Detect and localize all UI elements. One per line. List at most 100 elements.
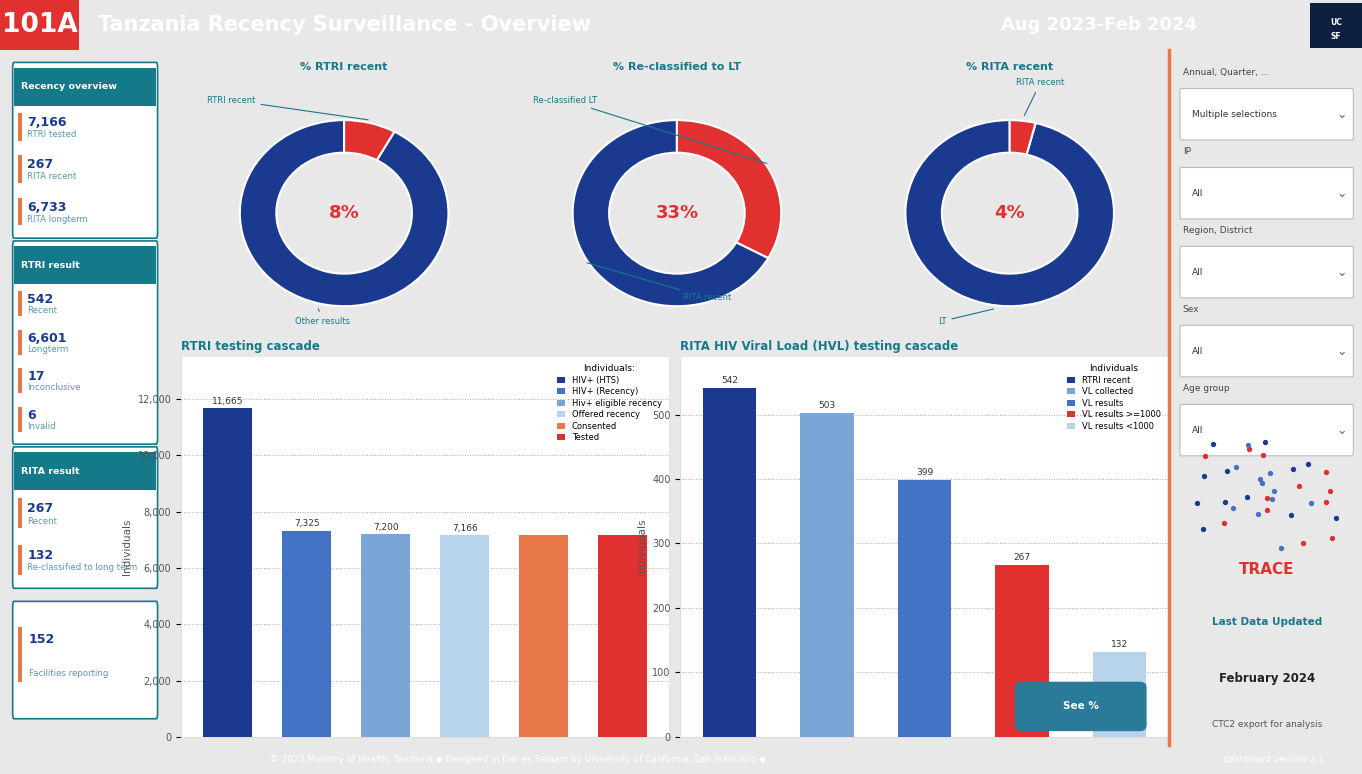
Text: CTC2 export for analysis: CTC2 export for analysis [1212, 720, 1321, 729]
Text: 6,733: 6,733 [27, 200, 67, 214]
FancyBboxPatch shape [12, 63, 158, 238]
Text: RTRI tested: RTRI tested [27, 130, 76, 139]
Text: RITA recent: RITA recent [27, 173, 76, 181]
Text: All: All [1192, 347, 1203, 355]
Bar [799, 413, 854, 737]
Text: Other results: Other results [296, 309, 350, 326]
Text: 7,325: 7,325 [294, 519, 320, 529]
Text: RTRI testing cascade: RTRI testing cascade [181, 340, 320, 353]
Bar [282, 530, 331, 737]
Text: Inconclusive: Inconclusive [27, 383, 80, 392]
Text: 132: 132 [27, 549, 53, 561]
Legend: RTRI recent, VL collected, VL results, VL results >=1000, VL results <1000: RTRI recent, VL collected, VL results, V… [1064, 361, 1165, 434]
Text: ⌄: ⌄ [1336, 108, 1347, 121]
Text: 101A: 101A [1, 12, 78, 38]
Text: Re-classified LT: Re-classified LT [534, 96, 767, 163]
FancyBboxPatch shape [18, 545, 22, 575]
Text: 267: 267 [1013, 553, 1031, 562]
Wedge shape [345, 120, 395, 160]
FancyBboxPatch shape [1310, 2, 1362, 48]
Text: 542: 542 [720, 376, 738, 385]
FancyBboxPatch shape [1179, 88, 1354, 140]
Legend: HIV+ (HTS), HIV+ (Recency), Hiv+ eligible recency, Offered recency, Consented, T: HIV+ (HTS), HIV+ (Recency), Hiv+ eligibl… [553, 361, 665, 445]
Text: RITA HIV Viral Load (HVL) testing cascade: RITA HIV Viral Load (HVL) testing cascad… [680, 340, 959, 353]
Text: © 2023 Ministry of Health, Tanzania ◆ Designed in Dar es Salaam by University of: © 2023 Ministry of Health, Tanzania ◆ De… [270, 755, 765, 764]
Y-axis label: Individuals: Individuals [123, 519, 132, 575]
Text: % RITA recent: % RITA recent [966, 62, 1053, 72]
Text: UC: UC [1331, 18, 1342, 27]
FancyBboxPatch shape [1015, 682, 1147, 731]
Bar [203, 408, 252, 737]
Text: 267: 267 [27, 502, 53, 515]
FancyBboxPatch shape [18, 291, 22, 316]
Text: Recent: Recent [27, 306, 57, 315]
Text: 17: 17 [27, 370, 45, 383]
Text: dashboard version 2.1: dashboard version 2.1 [1223, 755, 1324, 764]
Text: Sex: Sex [1182, 305, 1200, 313]
FancyBboxPatch shape [18, 330, 22, 354]
Text: ⌄: ⌄ [1336, 265, 1347, 279]
FancyBboxPatch shape [18, 628, 22, 683]
FancyBboxPatch shape [18, 407, 22, 432]
Text: 8%: 8% [328, 204, 360, 222]
Text: 399: 399 [915, 468, 933, 477]
Bar [440, 535, 489, 737]
Bar [898, 480, 951, 737]
FancyBboxPatch shape [12, 447, 158, 588]
FancyBboxPatch shape [18, 368, 22, 393]
Text: 4%: 4% [994, 204, 1026, 222]
Text: TRACE: TRACE [1239, 562, 1294, 577]
Text: Last Data Updated: Last Data Updated [1212, 617, 1321, 627]
Text: Annual, Quarter, ...: Annual, Quarter, ... [1182, 68, 1269, 77]
Text: All: All [1192, 426, 1203, 434]
FancyBboxPatch shape [1179, 404, 1354, 456]
FancyBboxPatch shape [18, 197, 22, 225]
Text: RTRI result: RTRI result [22, 261, 80, 270]
Wedge shape [572, 120, 768, 307]
Text: 503: 503 [819, 401, 835, 410]
FancyBboxPatch shape [14, 246, 157, 284]
Text: Facilities reporting: Facilities reporting [29, 669, 108, 678]
Text: 132: 132 [1111, 640, 1128, 649]
Text: ⌄: ⌄ [1336, 344, 1347, 358]
Text: 542: 542 [27, 293, 53, 307]
Text: Aug 2023-Feb 2024: Aug 2023-Feb 2024 [1001, 16, 1197, 34]
Text: ⌄: ⌄ [1336, 187, 1347, 200]
Text: 11,665: 11,665 [212, 397, 244, 406]
Text: RITA recent: RITA recent [587, 263, 731, 303]
Text: % Re-classified to LT: % Re-classified to LT [613, 62, 741, 72]
Text: Recent: Recent [27, 517, 57, 526]
Text: Age group: Age group [1182, 384, 1230, 392]
Text: 7,200: 7,200 [373, 522, 399, 532]
Text: RTRI recent: RTRI recent [207, 96, 368, 120]
Wedge shape [906, 120, 1114, 307]
Text: February 2024: February 2024 [1219, 672, 1314, 685]
Text: 7,166: 7,166 [27, 116, 67, 129]
FancyBboxPatch shape [18, 156, 22, 183]
FancyBboxPatch shape [18, 113, 22, 141]
FancyBboxPatch shape [1179, 325, 1354, 377]
Wedge shape [1009, 120, 1035, 155]
Text: See %: See % [1062, 701, 1099, 711]
FancyBboxPatch shape [1179, 246, 1354, 298]
Wedge shape [240, 120, 448, 307]
Text: Re-classified to long term: Re-classified to long term [27, 563, 138, 573]
Text: RITA longterm: RITA longterm [27, 214, 89, 224]
FancyBboxPatch shape [12, 241, 158, 444]
FancyBboxPatch shape [14, 68, 157, 106]
Text: 6: 6 [27, 409, 35, 422]
Text: 6,601: 6,601 [27, 332, 67, 344]
Bar [598, 535, 647, 737]
Y-axis label: Individuals: Individuals [636, 519, 647, 575]
Text: Invalid: Invalid [27, 422, 56, 431]
Text: All: All [1192, 268, 1203, 276]
Text: RITA result: RITA result [22, 467, 80, 476]
FancyBboxPatch shape [0, 0, 79, 50]
Text: RITA recent: RITA recent [1016, 78, 1065, 115]
Bar [996, 565, 1049, 737]
FancyBboxPatch shape [18, 498, 22, 529]
Text: SF: SF [1331, 32, 1342, 41]
FancyBboxPatch shape [1179, 167, 1354, 219]
Text: Region, District: Region, District [1182, 226, 1252, 235]
Text: ⌄: ⌄ [1336, 423, 1347, 437]
